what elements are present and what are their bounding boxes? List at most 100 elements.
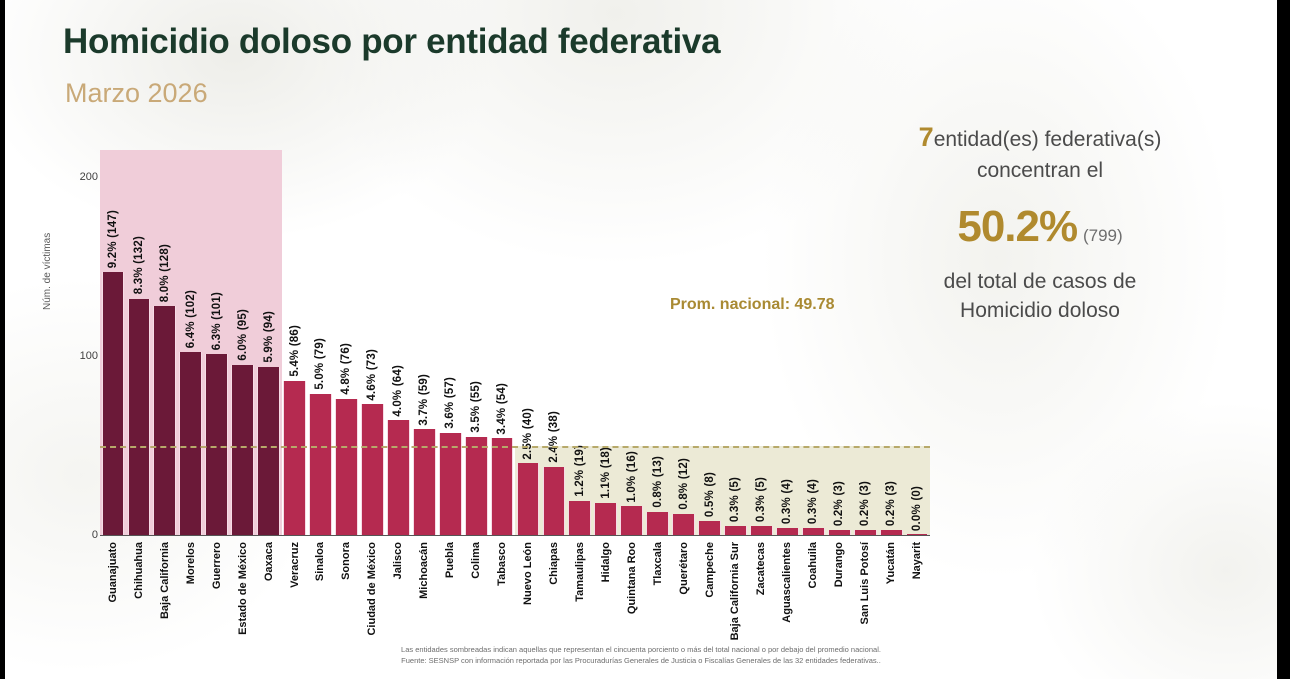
bar-item[interactable]: 0.2% (3) [852,150,878,535]
bar-item[interactable]: 1.0% (16) [619,150,645,535]
bar[interactable] [594,502,618,535]
bar[interactable] [620,506,644,535]
x-axis-tick-label: Baja California Sur [729,542,742,641]
x-axis-tick-label: Yucatán [885,542,898,585]
bar-item[interactable]: 6.4% (102) [178,150,204,535]
bar-item[interactable]: 5.9% (94) [256,150,282,535]
bar-item[interactable]: 8.0% (128) [152,150,178,535]
x-axis-tick: Jalisco [385,540,411,660]
bar[interactable] [879,529,903,535]
bar[interactable] [309,393,332,535]
bar-item[interactable]: 8.3% (132) [126,150,152,535]
x-axis-tick-label: Chihuahua [132,542,145,599]
x-axis-tick-label: Ciudad de México [366,542,379,636]
x-axis-tick-label: Tlaxcala [651,542,664,586]
bar[interactable] [750,526,773,535]
x-axis-tick-label: Guerrero [210,542,223,590]
bar[interactable] [698,520,721,535]
x-axis-tick-label: Sonora [340,542,353,580]
plot-area: 9.2% (147) 8.3% (132) 8.0% (128) 6.4% (102)… [100,150,930,535]
bar[interactable] [153,305,177,535]
x-axis-tick: Guanajuato [100,540,126,660]
x-axis-tick-label: Tamaulipas [573,542,586,602]
footnote: Las entidades sombreadas indican aquella… [5,645,1277,667]
bar-value-label: 8.3% (132) [132,236,145,295]
bar-item[interactable]: 4.0% (64) [385,150,411,535]
bar[interactable] [205,354,229,535]
bar-item[interactable]: 1.2% (19) [567,150,593,535]
bar-item[interactable]: 0.2% (3) [878,150,904,535]
bar[interactable] [257,366,280,535]
bar-item[interactable]: 0.3% (5) [723,150,749,535]
bar-series: 9.2% (147) 8.3% (132) 8.0% (128) 6.4% (102)… [100,150,930,535]
bar-item[interactable]: 6.3% (101) [204,150,230,535]
bar-item[interactable]: 3.5% (55) [463,150,489,535]
bar[interactable] [516,463,540,535]
summary-line-1-text: entidad(es) federativa(s) [933,128,1162,151]
bar[interactable] [905,533,929,535]
bar[interactable] [231,364,255,535]
bar[interactable] [542,466,566,535]
bar-item[interactable]: 9.2% (147) [100,150,126,535]
bar[interactable] [853,529,877,535]
bar[interactable] [490,438,514,535]
bar-item[interactable]: 0.8% (13) [645,150,671,535]
bar-item[interactable]: 6.0% (95) [230,150,256,535]
bar-item[interactable]: 0.2% (3) [826,150,852,535]
x-axis-tick: Coahuila [800,540,826,660]
y-axis-tick: 100 [79,349,98,362]
bar-value-label: 4.6% (73) [366,348,379,401]
bar-value-label: 6.0% (95) [236,309,249,361]
bar[interactable] [438,432,462,535]
bar[interactable] [672,513,695,535]
bar[interactable] [386,420,410,535]
bar-item[interactable]: 4.8% (76) [333,150,359,535]
bar-item[interactable]: 0.3% (4) [800,150,826,535]
bar[interactable] [179,352,203,535]
x-axis-tick-label: Oaxaca [262,542,275,582]
bar[interactable] [101,271,125,535]
x-axis-tick-label: Durango [833,542,846,588]
bar-item[interactable]: 1.1% (18) [593,150,619,535]
x-axis-tick-label: Quintana Roo [625,542,638,615]
bar[interactable] [775,527,799,535]
bar[interactable] [827,529,851,535]
x-axis-tick-label: Colima [470,542,483,579]
bar-item[interactable]: 0.3% (5) [748,150,774,535]
bar-item[interactable]: 0.3% (4) [774,150,800,535]
bar[interactable] [335,398,358,535]
bar-item[interactable]: 2.4% (38) [541,150,567,535]
bar-item[interactable]: 5.4% (86) [282,150,308,535]
bar[interactable] [283,381,306,535]
summary-line-2: concentran el [976,159,1104,183]
bar-item[interactable]: 3.4% (54) [489,150,515,535]
bar-value-label: 4.0% (64) [392,364,405,417]
bar[interactable] [646,511,670,535]
bar[interactable] [127,298,151,535]
bar-item[interactable]: 4.6% (73) [359,150,385,535]
summary-line-1: 7entidad(es) federativa(s) [860,118,1220,156]
bar-item[interactable]: 2.5% (40) [515,150,541,535]
bar-value-label: 5.0% (79) [314,337,327,390]
bar[interactable] [568,500,592,535]
bar[interactable] [360,404,384,535]
bar[interactable] [724,526,747,535]
x-axis-tick: Baja California Sur [723,540,749,660]
bar-item[interactable]: 0.0% (0) [904,150,930,535]
bar[interactable] [801,527,825,535]
bar-item[interactable]: 5.0% (79) [308,150,334,535]
x-axis-tick-label: Guanajuato [106,542,119,603]
bar-item[interactable]: 3.6% (57) [437,150,463,535]
summary-percent-count: (799) [1082,226,1123,246]
bar[interactable] [464,436,488,535]
x-axis-tick-label: Sinaloa [314,542,327,582]
bar-value-label: 3.7% (59) [418,373,431,426]
national-average-label: Prom. nacional: 49.78 [670,295,835,313]
x-axis-tick: Chiapas [541,540,567,660]
bar[interactable] [412,429,436,535]
bar-item[interactable]: 0.5% (8) [697,150,723,535]
x-axis-tick-label: Veracruz [288,542,301,588]
bar-item[interactable]: 0.8% (12) [671,150,697,535]
y-axis-tick: 0 [91,529,98,541]
bar-item[interactable]: 3.7% (59) [411,150,437,535]
